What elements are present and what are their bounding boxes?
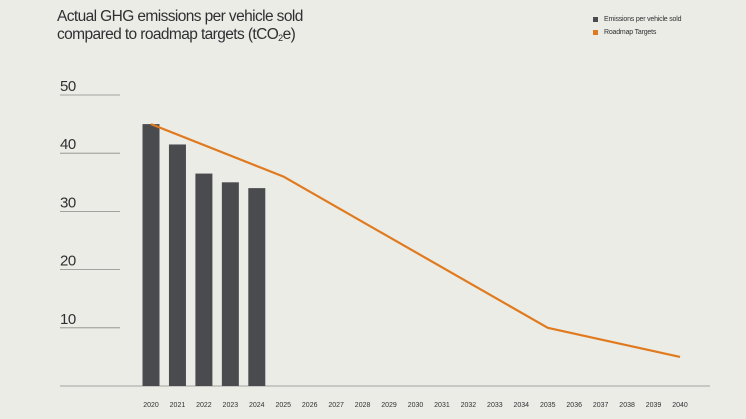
bar-2024 bbox=[248, 188, 266, 386]
legend-item-targets: Roadmap Targets bbox=[593, 26, 681, 39]
x-tick-label-2029: 2029 bbox=[381, 402, 397, 409]
chart-title-line2-end: e) bbox=[282, 26, 296, 43]
x-tick-label-2035: 2035 bbox=[540, 402, 556, 409]
y-tick-label-20: 20 bbox=[60, 253, 76, 270]
legend-swatch-targets bbox=[593, 30, 598, 35]
x-tick-label-2032: 2032 bbox=[461, 402, 477, 409]
legend-item-emissions: Emissions per vehicle sold bbox=[593, 13, 681, 26]
x-tick-label-2033: 2033 bbox=[487, 402, 503, 409]
bar-2023 bbox=[221, 182, 239, 386]
chart-title-line2-text: compared to roadmap targets (tCO bbox=[57, 26, 279, 43]
x-tick-label-2040: 2040 bbox=[672, 402, 688, 409]
y-tick-label-10: 10 bbox=[60, 311, 76, 328]
legend-label-targets: Roadmap Targets bbox=[604, 29, 657, 36]
x-tick-label-2024: 2024 bbox=[249, 402, 265, 409]
roadmap-target-line bbox=[150, 123, 681, 358]
chart-title: Actual GHG emissions per vehicle sold co… bbox=[57, 8, 303, 47]
x-tick-label-2025: 2025 bbox=[275, 402, 291, 409]
chart-legend: Emissions per vehicle sold Roadmap Targe… bbox=[593, 13, 681, 39]
x-tick-label-2021: 2021 bbox=[170, 402, 186, 409]
y-tick-label-50: 50 bbox=[60, 78, 76, 95]
y-tick-label-30: 30 bbox=[60, 194, 76, 211]
x-tick-label-2020: 2020 bbox=[143, 402, 159, 409]
legend-label-emissions: Emissions per vehicle sold bbox=[604, 16, 682, 23]
x-tick-label-2026: 2026 bbox=[302, 402, 318, 409]
x-tick-label-2038: 2038 bbox=[619, 402, 635, 409]
chart-title-line1: Actual GHG emissions per vehicle sold bbox=[57, 8, 303, 25]
x-tick-label-2036: 2036 bbox=[566, 402, 582, 409]
x-tick-label-2030: 2030 bbox=[408, 402, 424, 409]
legend-swatch-emissions bbox=[593, 17, 598, 22]
x-tick-label-2034: 2034 bbox=[514, 402, 530, 409]
x-tick-label-2022: 2022 bbox=[196, 402, 212, 409]
x-tick-label-2023: 2023 bbox=[223, 402, 239, 409]
bar-2021 bbox=[168, 144, 186, 386]
y-tick-label-40: 40 bbox=[60, 136, 76, 153]
x-tick-label-2031: 2031 bbox=[434, 402, 450, 409]
x-tick-label-2037: 2037 bbox=[593, 402, 609, 409]
chart-title-subscript: 2 bbox=[278, 33, 283, 43]
x-tick-label-2027: 2027 bbox=[328, 402, 344, 409]
bar-2020 bbox=[142, 124, 160, 386]
chart-title-line2: compared to roadmap targets (tCO2e) bbox=[57, 26, 303, 47]
bar-2022 bbox=[195, 173, 213, 386]
x-tick-label-2039: 2039 bbox=[646, 402, 662, 409]
x-tick-label-2028: 2028 bbox=[355, 402, 371, 409]
